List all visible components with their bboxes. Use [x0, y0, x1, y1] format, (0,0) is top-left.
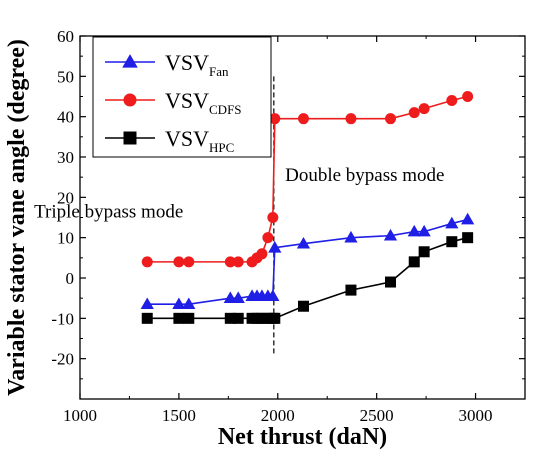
data-point-square [123, 131, 137, 145]
data-point-square [297, 300, 309, 312]
data-point-circle [267, 212, 279, 223]
y-axis-label: Variable stator vane angle (degree) [4, 39, 30, 396]
annotation-1: Triple bypass mode [34, 202, 183, 223]
y-tick-label: 30 [57, 148, 74, 167]
legend-entry-hpc: VSVHPC [105, 126, 234, 155]
data-point-circle [262, 232, 274, 244]
annotation-2: Double bypass mode [285, 165, 444, 186]
y-tick-label: -10 [51, 309, 74, 328]
data-point-square [408, 256, 420, 268]
legend-entry-fan: VSVFan [105, 50, 229, 79]
data-point-circle [462, 91, 474, 102]
data-point-circle [173, 256, 185, 268]
data-point-square [269, 312, 281, 324]
x-tick-label: 2000 [261, 406, 295, 425]
data-point-circle [418, 103, 430, 115]
legend-box [92, 36, 272, 158]
y-tick-label: 50 [57, 67, 74, 86]
data-point-triangle [445, 216, 459, 229]
data-point-triangle [266, 289, 280, 301]
x-tick-label: 1500 [162, 406, 196, 425]
axes [79, 35, 526, 400]
y-tick-label: 60 [57, 27, 74, 46]
x-tick-label: 3000 [459, 406, 493, 425]
series-hpc [141, 232, 474, 324]
y-tick-label: -20 [51, 350, 74, 369]
data-point-circle [256, 248, 268, 260]
legend: VSVFan VSVCDFS VSVHPC [92, 36, 272, 158]
data-point-triangle [383, 228, 398, 241]
data-point-triangle [461, 212, 475, 225]
data-point-circle [183, 256, 195, 268]
data-point-circle [408, 107, 420, 119]
y-tick-label: 40 [57, 108, 74, 127]
data-point-square [173, 312, 185, 324]
legend-label: VSVFan [165, 50, 229, 79]
data-point-triangle [172, 297, 186, 310]
data-point-square [141, 312, 153, 324]
data-point-triangle [223, 291, 237, 303]
data-point-triangle [231, 291, 245, 303]
y-tick-label: 20 [57, 188, 74, 207]
data-point-circle [345, 113, 357, 125]
data-point-circle [232, 256, 244, 268]
data-point-triangle [182, 297, 196, 310]
data-point-triangle [296, 236, 311, 249]
data-point-circle [446, 95, 458, 107]
data-point-circle [141, 256, 153, 268]
data-point-square [446, 236, 458, 248]
data-point-circle [123, 93, 137, 107]
legend-label: VSVCDFS [165, 88, 242, 117]
data-point-square [345, 284, 357, 296]
series-cdfs [141, 91, 474, 268]
tick-labels: 1000 1500 2000 2500 3000 -20 -10 0 10 20 30 40 50 60 [51, 27, 492, 425]
data-point-triangle [417, 224, 431, 237]
x-tick-label: 2500 [360, 406, 394, 425]
annotations: Triple bypass mode Double bypass mode [34, 165, 444, 222]
data-point-square [418, 246, 430, 258]
data-point-circle [297, 113, 309, 125]
x-tick-label: 1000 [63, 406, 97, 425]
data-point-square [462, 232, 474, 244]
data-point-triangle [122, 54, 138, 68]
data-point-triangle [268, 240, 282, 253]
series-fan [140, 212, 475, 310]
legend-label: VSVHPC [165, 126, 234, 155]
data-point-square [385, 276, 397, 288]
data-point-circle [385, 113, 397, 125]
data-point-triangle [344, 230, 358, 243]
legend-entry-cdfs: VSVCDFS [105, 88, 242, 117]
y-tick-label: 10 [57, 229, 74, 248]
data-point-square [183, 312, 195, 324]
plot-area [140, 76, 475, 355]
data-point-triangle [407, 224, 421, 237]
data-point-triangle [140, 297, 154, 310]
x-axis-label: Net thrust (daN) [218, 424, 387, 450]
y-tick-label: 0 [66, 269, 75, 288]
data-point-square [232, 312, 244, 324]
